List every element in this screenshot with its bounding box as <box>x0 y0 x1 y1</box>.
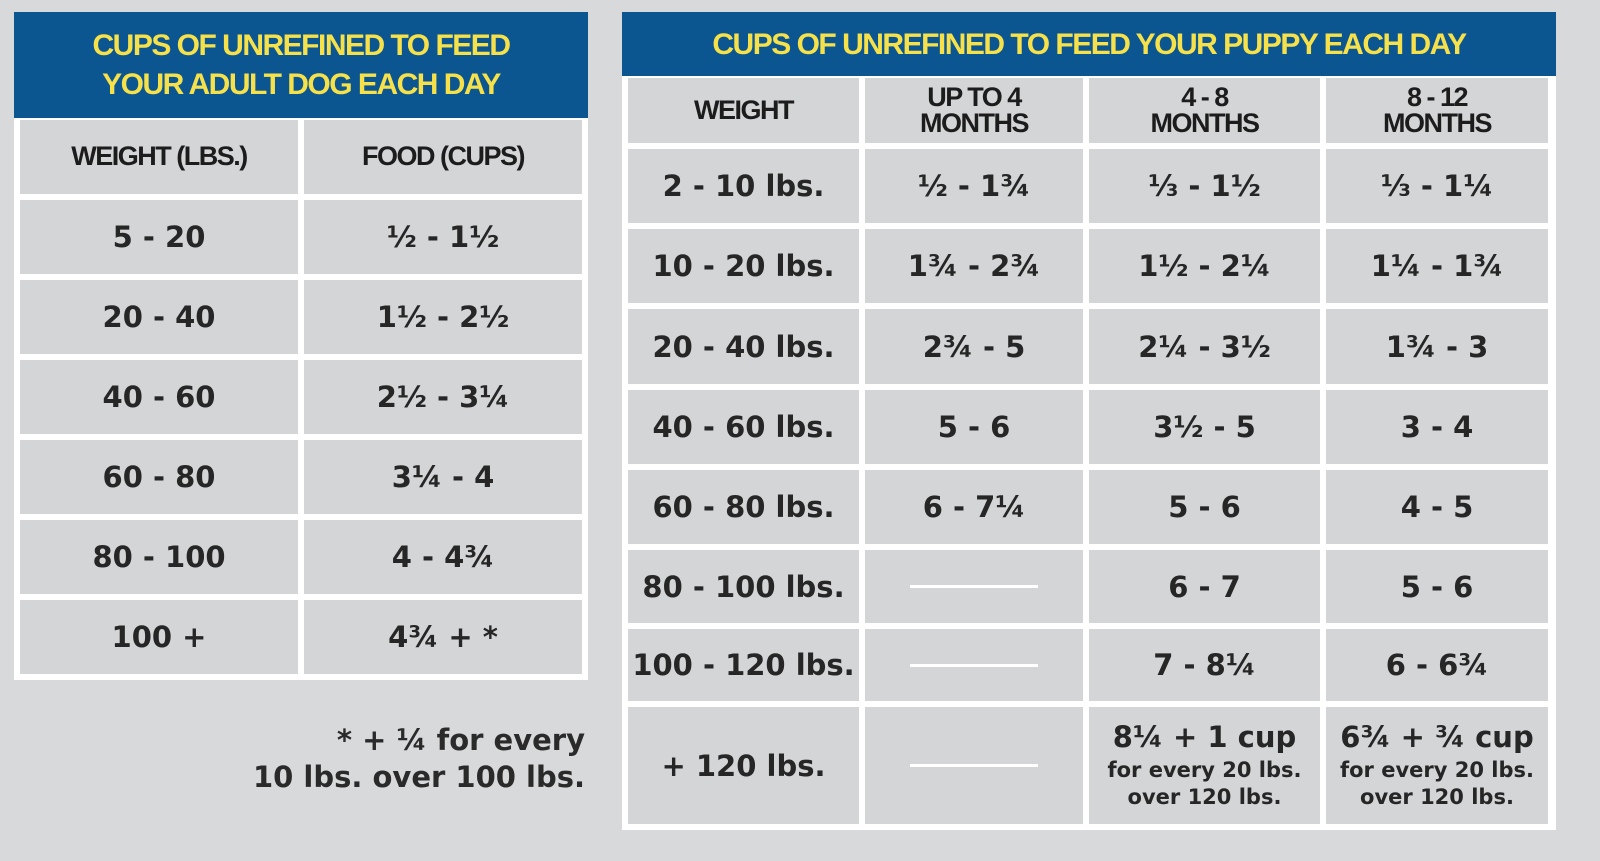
cell-line: for every 20 lbs. <box>1339 758 1534 783</box>
header-line: MONTHS <box>1150 107 1261 138</box>
puppy-table-body: WEIGHT UP TO 4 MONTHS 4 - 8 MONTHS 8 - 12 MONT… <box>622 76 1556 830</box>
food-cups-cell: 1½ - 2½ <box>304 280 582 354</box>
footnote-line: 10 lbs. over 100 lbs. <box>252 760 585 794</box>
column-header: WEIGHT <box>628 78 859 143</box>
weight-cell: 10 - 20 lbs. <box>628 229 859 303</box>
weight-cell: 60 - 80 <box>20 440 298 514</box>
food-cups-cell: 4 - 4¾ <box>304 520 582 594</box>
weight-cell: 40 - 60 <box>20 360 298 434</box>
cell-line: over 120 lbs. <box>1127 785 1282 810</box>
food-cups-cell: 2½ - 3¼ <box>304 360 582 434</box>
header-line: UP TO 4 <box>927 81 1022 112</box>
cell-line: 6¾ + ¾ cup <box>1340 720 1534 755</box>
header-line: MONTHS <box>920 107 1030 138</box>
empty-cell <box>865 707 1083 824</box>
food-cups-cell: 1¼ - 1¾ <box>1326 229 1548 303</box>
weight-cell: 80 - 100 <box>20 520 298 594</box>
food-cups-cell: 6¾ + ¾ cup for every 20 lbs. over 120 lbs. <box>1326 707 1548 824</box>
empty-cell <box>865 629 1083 701</box>
food-cups-cell: ½ - 1¾ <box>865 149 1083 223</box>
column-header: WEIGHT (LBS.) <box>20 120 298 194</box>
cell-line: over 120 lbs. <box>1360 785 1514 810</box>
title-line: CUPS OF UNREFINED TO FEED <box>92 29 511 62</box>
header-line: 8 - 12 <box>1406 81 1469 112</box>
food-cups-cell: 4 - 5 <box>1326 470 1548 544</box>
food-cups-cell: 2¾ - 5 <box>865 309 1083 384</box>
food-cups-cell: 3 - 4 <box>1326 390 1548 464</box>
food-cups-cell: 3½ - 5 <box>1089 390 1320 464</box>
food-cups-cell: 1¾ - 3 <box>1326 309 1548 384</box>
column-header: FOOD (CUPS) <box>304 120 582 194</box>
no-value-dash <box>910 585 1038 588</box>
weight-cell: 5 - 20 <box>20 200 298 274</box>
adult-feeding-table: CUPS OF UNREFINED TO FEED YOUR ADULT DOG … <box>14 12 588 680</box>
food-cups-cell: 5 - 6 <box>1089 470 1320 544</box>
weight-cell: 20 - 40 lbs. <box>628 309 859 384</box>
weight-cell: 20 - 40 <box>20 280 298 354</box>
header-line: WEIGHT <box>694 94 795 125</box>
column-header: UP TO 4 MONTHS <box>865 78 1083 143</box>
header-line: 4 - 8 <box>1181 81 1229 112</box>
food-cups-cell: 7 - 8¼ <box>1089 629 1320 701</box>
weight-cell: + 120 lbs. <box>628 707 859 824</box>
food-cups-cell: 8¼ + 1 cup for every 20 lbs. over 120 lbs. <box>1089 707 1320 824</box>
food-cups-cell: 1½ - 2¼ <box>1089 229 1320 303</box>
weight-cell: 80 - 100 lbs. <box>628 550 859 623</box>
weight-cell: 100 - 120 lbs. <box>628 629 859 701</box>
food-cups-cell: 2¼ - 3½ <box>1089 309 1320 384</box>
food-cups-cell: ⅓ - 1½ <box>1089 149 1320 223</box>
food-cups-cell: 5 - 6 <box>1326 550 1548 623</box>
food-cups-cell: 6 - 7¼ <box>865 470 1083 544</box>
title-line: YOUR ADULT DOG EACH DAY <box>102 68 501 101</box>
weight-cell: 60 - 80 lbs. <box>628 470 859 544</box>
food-cups-cell: 6 - 6¾ <box>1326 629 1548 701</box>
food-cups-cell: 4¾ + * <box>304 600 582 674</box>
header-line: MONTHS <box>1383 107 1493 138</box>
adult-footnote: * + ¼ for every 10 lbs. over 100 lbs. <box>253 722 585 796</box>
puppy-table-title: CUPS OF UNREFINED TO FEED YOUR PUPPY EAC… <box>622 12 1556 76</box>
adult-table-body: WEIGHT (LBS.) FOOD (CUPS) 5 - 20 ½ - 1½ 20 -… <box>14 118 588 680</box>
column-header: 8 - 12 MONTHS <box>1326 78 1548 143</box>
food-cups-cell: 6 - 7 <box>1089 550 1320 623</box>
food-cups-cell: 5 - 6 <box>865 390 1083 464</box>
footnote-line: * + ¼ for every <box>336 723 585 757</box>
no-value-dash <box>910 764 1038 767</box>
food-cups-cell: 1¾ - 2¾ <box>865 229 1083 303</box>
food-cups-cell: ⅓ - 1¼ <box>1326 149 1548 223</box>
weight-cell: 100 + <box>20 600 298 674</box>
cell-line: 8¼ + 1 cup <box>1112 720 1297 755</box>
empty-cell <box>865 550 1083 623</box>
adult-table-title: CUPS OF UNREFINED TO FEED YOUR ADULT DOG … <box>14 12 588 118</box>
food-cups-cell: 3¼ - 4 <box>304 440 582 514</box>
weight-cell: 2 - 10 lbs. <box>628 149 859 223</box>
weight-cell: 40 - 60 lbs. <box>628 390 859 464</box>
no-value-dash <box>910 663 1038 667</box>
column-header: 4 - 8 MONTHS <box>1089 78 1320 143</box>
cell-line: for every 20 lbs. <box>1107 758 1302 783</box>
puppy-feeding-table: CUPS OF UNREFINED TO FEED YOUR PUPPY EAC… <box>622 12 1556 830</box>
food-cups-cell: ½ - 1½ <box>304 200 582 274</box>
